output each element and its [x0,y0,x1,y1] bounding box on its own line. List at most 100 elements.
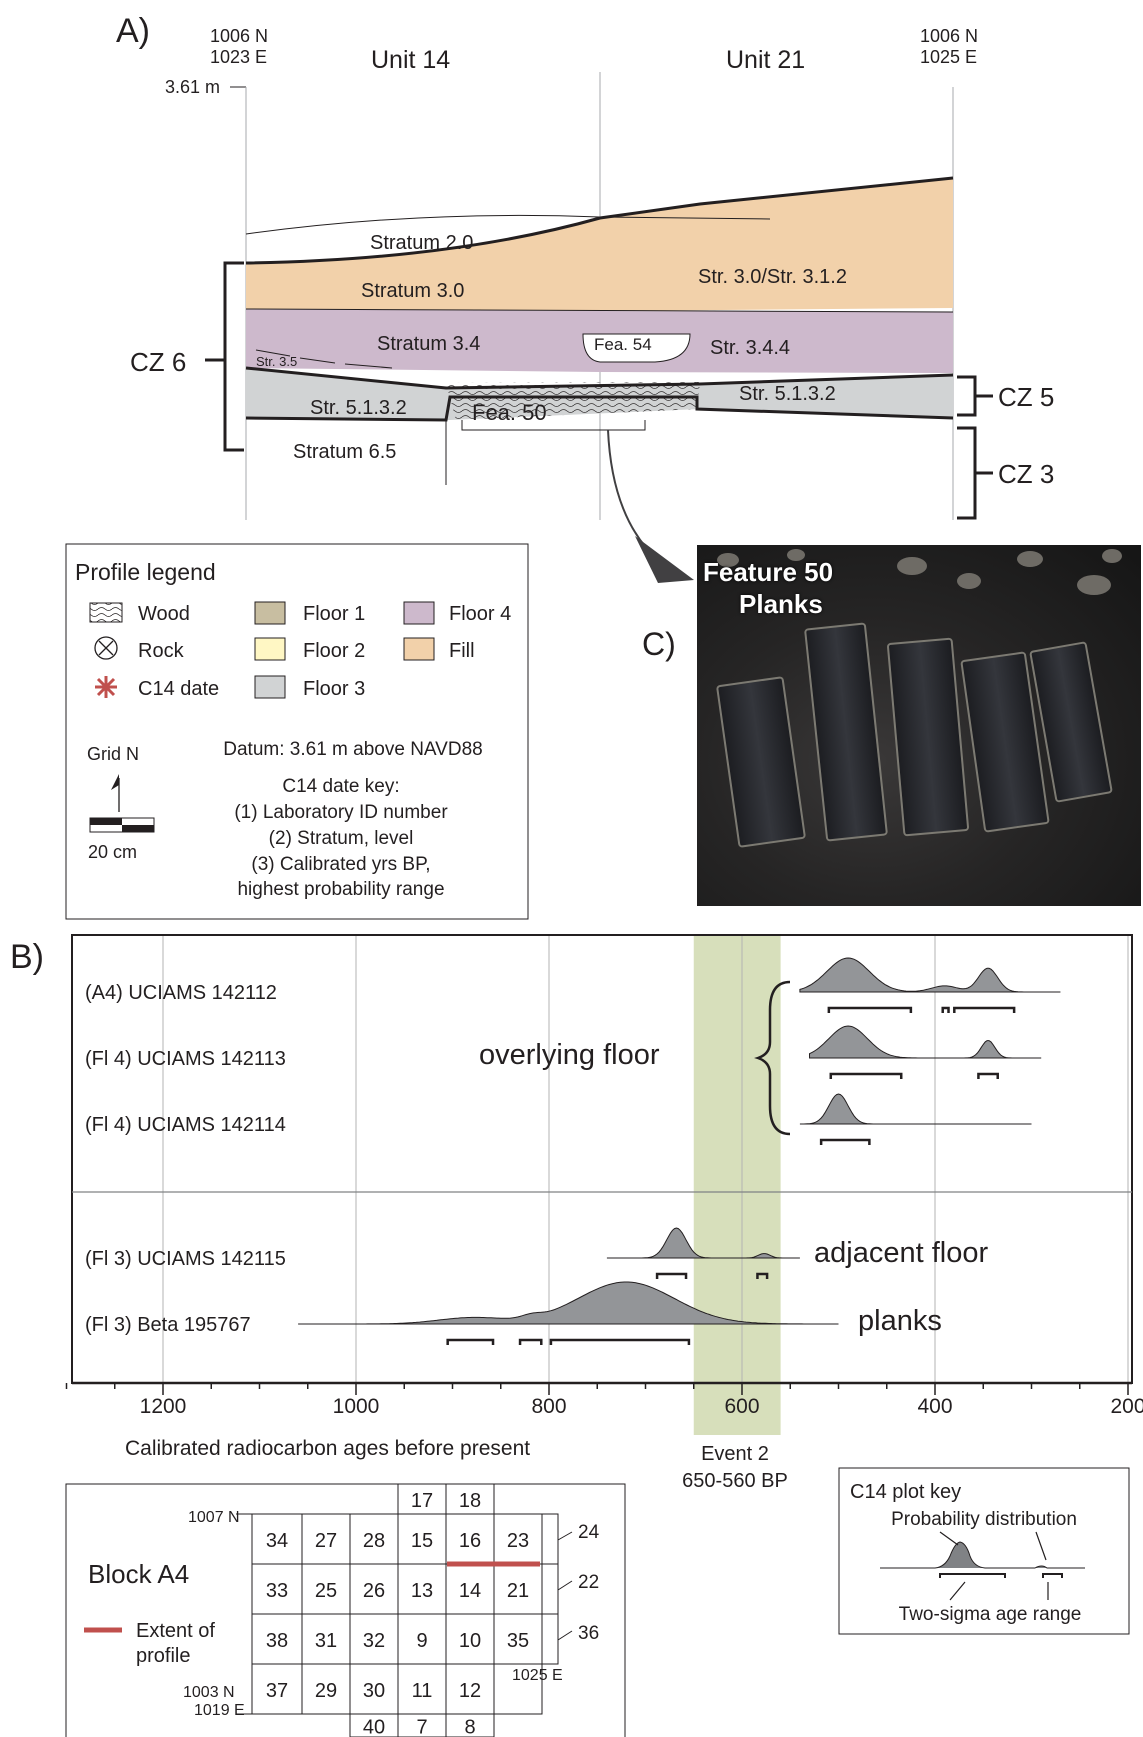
coord-right-n: 1006 N [920,26,978,46]
sample-label-3: (Fl 4) UCIAMS 142114 [85,1114,286,1136]
cz5-label: CZ 5 [998,382,1054,412]
plot-key-range: Two-sigma age range [899,1604,1082,1625]
legend-floor2: Floor 2 [303,640,365,662]
unit-number-25: 25 [315,1580,337,1602]
two-sigma-range-1-2 [941,1006,950,1013]
sample-label-4: (Fl 3) UCIAMS 142115 [85,1248,286,1270]
unit-number-9: 9 [416,1630,427,1652]
contact-floor3-top [245,366,954,390]
stratum-3-label: Stratum 3.0 [361,280,464,302]
unit-number-23: 23 [507,1530,529,1552]
c14-key-2: (2) Stratum, level [269,828,414,849]
legend-rock: Rock [138,640,185,662]
floor2-swatch [254,637,286,661]
str-3-5-dashes [255,349,393,369]
example-distribution [880,1541,1085,1569]
stratum-3-0-3-1-2-label: Str. 3.0/Str. 3.1.2 [698,266,847,288]
tick-label-600: 600 [724,1395,759,1418]
feature-54 [582,333,691,363]
coord-left-n: 1006 N [210,26,268,46]
extent-label-2: profile [136,1645,190,1667]
coord-1003n: 1003 N [183,1684,235,1701]
unit-21-label: Unit 21 [726,46,805,74]
unit-number-29: 29 [315,1680,337,1702]
cz6-label: CZ 6 [130,347,186,377]
contact-floor3-bottom [245,395,954,422]
c14-key-3: (3) Calibrated yrs BP, [251,854,430,875]
profile-legend: Profile legend Wood Rock C14 date Floor … [65,543,529,920]
stratum-3-4-4-label: Str. 3.4.4 [710,337,790,359]
block-frame [65,1483,626,1737]
unit-number-31: 31 [315,1630,337,1652]
two-sigma-range-4-1 [655,1272,688,1279]
stratum-2-line [245,214,771,235]
legend-floor1: Floor 1 [303,603,365,625]
distribution-5 [298,1281,839,1325]
stratum-2-label: Stratum 2.0 [370,232,473,254]
distribution-2 [808,1025,1042,1059]
side-unit-22: 22 [578,1572,599,1593]
floor3-swatch [254,675,286,699]
extent-label-1: Extent of [136,1620,215,1642]
unit-number-35: 35 [507,1630,529,1652]
probability-distributions [298,957,1061,1345]
edge-cell [541,1513,559,1565]
edge-cell [541,1563,559,1615]
unit-number-37: 37 [266,1680,288,1702]
cz3-bracket [957,426,977,520]
side-unit-24: 24 [578,1522,600,1543]
block-a4: Block A4 Extent of profile 1007 N 1003 N… [65,1483,626,1737]
two-sigma-range-5-3 [549,1338,691,1345]
feature-54-label: Fea. 54 [594,335,652,354]
cz3-label: CZ 3 [998,459,1054,489]
floor1-swatch [254,601,286,625]
unit-number-17: 17 [411,1490,433,1512]
north-arrow-icon [111,774,120,812]
tick-label-200: 200 [1110,1395,1143,1418]
unit-number-32: 32 [363,1630,385,1652]
example-two-sigma [939,1573,1063,1578]
legend-title: Profile legend [75,559,216,585]
rock-icon [94,636,118,660]
event-2-band [693,935,781,1435]
unit-number-30: 30 [363,1680,385,1702]
c14-key-title: C14 date key: [282,776,399,797]
contact-top [245,176,954,265]
c14-key-3b: highest probability range [237,879,444,900]
c14-plot-key: C14 plot key Probability distribution Tw… [838,1467,1130,1635]
feature-50-label: Fea. 50 [472,400,547,425]
stratum-3-4-label: Stratum 3.4 [377,333,480,355]
event-2-label: Event 2 [701,1443,769,1465]
x-tick-labels: 1200 1000 800 600 400 200 [140,1395,1143,1418]
stratum-6-5-label: Stratum 6.5 [293,441,396,463]
unit-number-18: 18 [459,1490,481,1512]
event-2-range-label: 650-560 BP [682,1470,788,1492]
unit-number-40: 40 [363,1717,385,1737]
unit-14-label: Unit 14 [371,46,450,74]
panel-a-label: A) [116,12,150,50]
scale-bar [89,817,155,833]
unit-number-12: 12 [459,1680,481,1702]
grid-cell-8 [445,1713,495,1737]
unit-number-16: 16 [459,1530,481,1552]
legend-fill: Fill [449,640,475,662]
feature-50-photo: Feature 50 Planks [697,545,1141,906]
distribution-3 [799,1093,1032,1125]
plot-key-prob: Probability distribution [891,1509,1077,1530]
unit-number-7: 7 [416,1717,427,1737]
stratum-5-1-3-2-left-label: Str. 5.1.3.2 [310,397,407,419]
datum-note: Datum: 3.61 m above NAVD88 [223,739,482,760]
tick-label-1000: 1000 [333,1395,380,1418]
fea-50-box [461,420,646,431]
tick-label-400: 400 [917,1395,952,1418]
plot-key-title: C14 plot key [850,1481,961,1503]
cz5-bracket [957,375,977,417]
unit-number-34: 34 [266,1530,288,1552]
two-sigma-range-1-1 [827,1006,913,1013]
stratum-3-5-label: Str. 3.5 [256,354,297,369]
legend-floor4: Floor 4 [449,603,511,625]
legend-wood: Wood [138,603,190,625]
coord-left-e: 1023 E [210,47,267,67]
unit-number-28: 28 [363,1530,385,1552]
